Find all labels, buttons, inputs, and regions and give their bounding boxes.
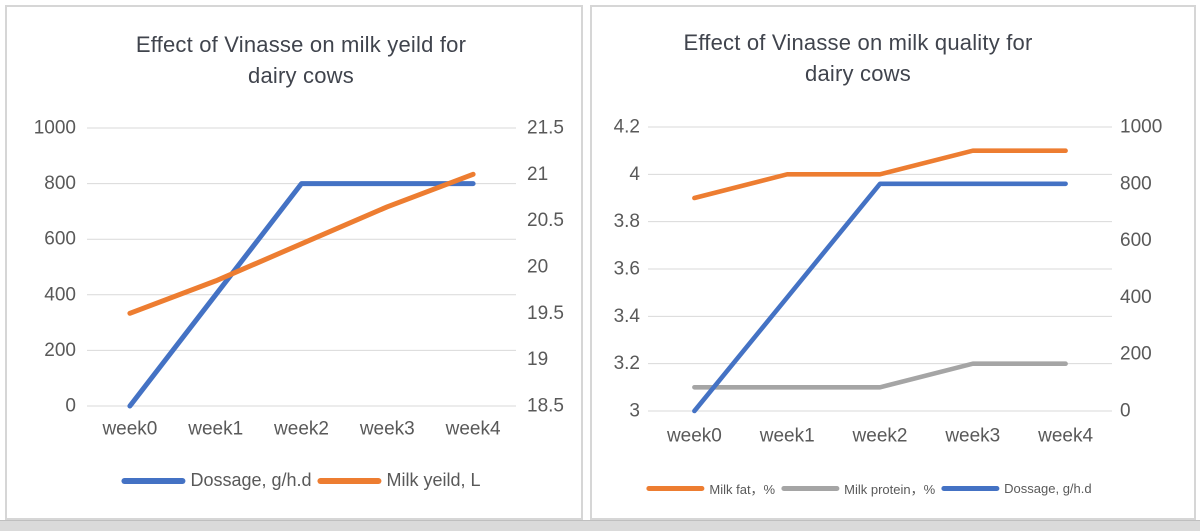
legend-label: Dossage, g/h.d bbox=[1004, 481, 1092, 496]
legend-milk-yield: Dossage, g/h.d Milk yeild, L bbox=[118, 470, 483, 491]
legend-item: Dossage, g/h.d bbox=[941, 481, 1092, 496]
legend-label: Milk fat，% bbox=[709, 482, 776, 497]
legend-item: Milk protein，% bbox=[781, 479, 935, 498]
legend-marker bbox=[941, 486, 1000, 491]
legend-item: Milk yeild, L bbox=[317, 470, 481, 491]
chart-title-line1: Effect of Vinasse on milk quality for bbox=[683, 30, 1033, 55]
legend-label: Milk yeild, L bbox=[386, 470, 481, 490]
chart-title-milk-yield: Effect of Vinasse on milk yeild for dair… bbox=[71, 29, 531, 91]
legend-marker bbox=[121, 477, 186, 484]
chart-title-line2: dairy cows bbox=[805, 61, 911, 86]
legend-milk-quality: Milk fat，% Milk protein，% Dossage, g/h.d bbox=[643, 479, 1094, 498]
legend-label: Dossage, g/h.d bbox=[190, 470, 312, 490]
chart-title-line2: dairy cows bbox=[248, 63, 354, 88]
legend-label: Milk protein，% bbox=[844, 482, 936, 497]
legend-item: Dossage, g/h.d bbox=[121, 470, 312, 491]
legend-item: Milk fat，% bbox=[646, 479, 775, 498]
chart-title-milk-quality: Effect of Vinasse on milk quality for da… bbox=[628, 27, 1088, 89]
legend-marker bbox=[317, 477, 382, 484]
chart-title-line1: Effect of Vinasse on milk yeild for bbox=[135, 32, 467, 57]
legend-marker bbox=[646, 486, 705, 491]
legend-marker bbox=[781, 486, 840, 491]
window-bottom-edge bbox=[0, 520, 1200, 531]
